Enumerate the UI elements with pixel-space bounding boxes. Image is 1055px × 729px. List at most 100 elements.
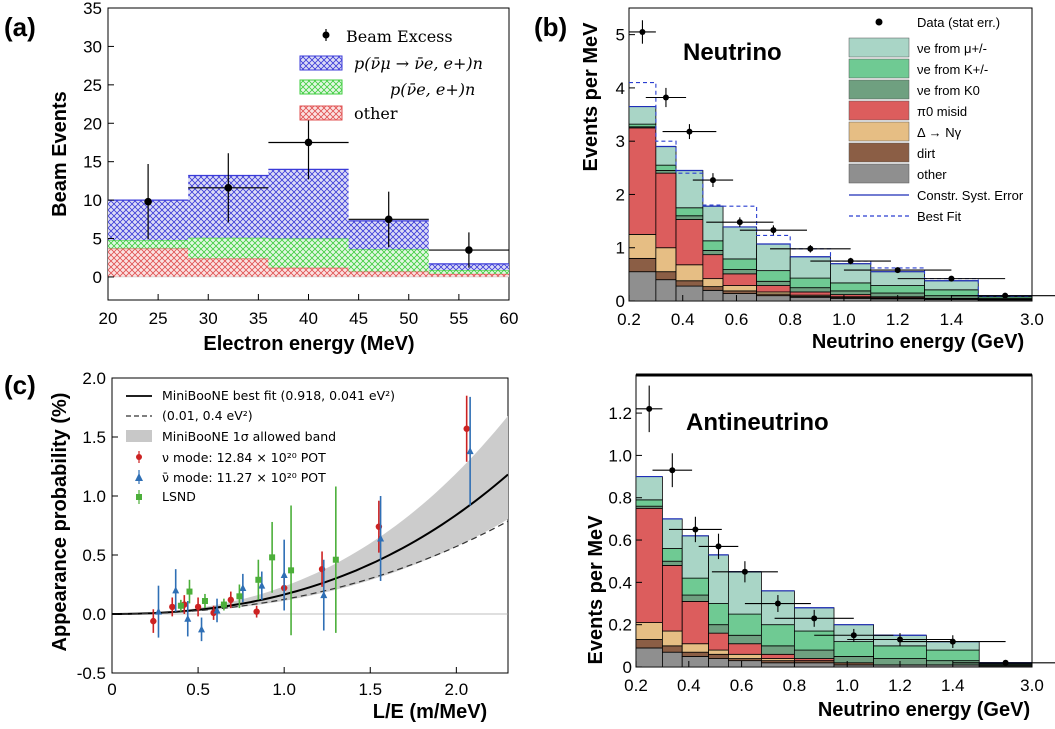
xtick-label: 0.6 (725, 310, 749, 329)
xtick-label: 1.0 (272, 680, 296, 699)
bar-e-from-k0-4 (728, 634, 762, 645)
xtick-label: 0.4 (671, 310, 695, 329)
point-triangle-0 (154, 607, 162, 615)
panel-c-legend: MiniBooNE best fit (0.918, 0.041 eV²) (0… (126, 388, 395, 504)
bar-e-from-k-1 (655, 164, 677, 171)
ytick-label: 4 (616, 79, 625, 98)
bar-green-4 (428, 270, 509, 274)
point-square-6 (269, 554, 276, 561)
ytick-label: 35 (83, 0, 102, 18)
xtick-label: 1.4 (941, 676, 965, 695)
point-triangle-7 (280, 571, 288, 579)
xtick-label: 0.4 (677, 676, 701, 695)
bar-e-from-k-2 (681, 577, 710, 596)
bar-e-from-k0-2 (681, 594, 710, 602)
panel-d-xlabel: Neutrino energy (GeV) (818, 699, 1030, 721)
panel-b-label: (b) (534, 12, 567, 42)
bar-e-from-k0-6 (789, 287, 831, 293)
bar-e-from-5 (756, 243, 791, 272)
panel-d-title: Antineutrino (686, 409, 829, 436)
data-point-1 (669, 467, 676, 474)
ytick-label: 30 (83, 37, 102, 56)
bar-n-0 (628, 234, 657, 259)
legend-swatch-e-from-k0 (848, 79, 910, 100)
point-square-4 (236, 593, 243, 600)
legend-label-lsnd: LSND (162, 489, 196, 504)
bar-0-misid-0 (628, 127, 657, 235)
legend-marker-data-stat-err (875, 18, 883, 26)
bar-dirt-0 (628, 257, 657, 273)
bar-0-misid-0 (635, 507, 663, 623)
xtick-label: 1.5 (358, 680, 382, 699)
bar-e-from-k-8 (873, 645, 927, 659)
bar-e-from-0 (635, 476, 663, 501)
xtick-label: 20 (99, 309, 118, 328)
legend-label-best-fit: Best Fit (917, 209, 961, 224)
data-point-0 (646, 405, 653, 412)
bar-other-2 (675, 285, 704, 302)
ytick-label: 0.4 (608, 573, 632, 592)
point-square-7 (288, 567, 295, 574)
point-triangle-1 (172, 586, 180, 594)
data-point-4 (741, 568, 748, 575)
point-square-1 (186, 588, 193, 595)
panel-b-ylabel: Events per MeV (580, 22, 602, 172)
xtick-label: 0.6 (730, 676, 754, 695)
legend-swatch-dirt (848, 142, 910, 163)
point-triangle-3 (198, 625, 206, 633)
bar-e-from-k0-3 (708, 624, 729, 634)
legend-swatch-nue (299, 79, 343, 95)
data-point-9 (948, 275, 955, 282)
bar-dirt-2 (681, 651, 710, 657)
point-triangle-5 (239, 584, 247, 592)
legend-swatch-band (126, 430, 152, 442)
data-point-3 (384, 215, 393, 224)
ytick-label: 1.0 (82, 487, 106, 506)
data-point-10 (1002, 292, 1009, 299)
data-point-1 (662, 94, 669, 101)
data-point-8 (897, 636, 903, 643)
point-square-5 (255, 576, 262, 583)
bar-green-2 (268, 238, 349, 268)
data-point-2 (304, 138, 313, 147)
panel-d-chart: 0.2 0.4 0.6 0.8 1.0 1.2 1.4 3.0 00.20.40.60.81.… (585, 373, 1055, 721)
ytick-label: 1.0 (608, 446, 632, 465)
legend-label-nubar-mode: ν̄ mode: 11.27 × 10²⁰ POT (162, 470, 326, 485)
data-point-10 (1002, 659, 1009, 666)
panel-b-title: Neutrino (683, 39, 782, 66)
xtick-label: 0.8 (778, 310, 802, 329)
data-point-3 (709, 177, 716, 184)
bar-red-4 (428, 273, 509, 277)
bar-dirt-1 (662, 645, 683, 653)
legend-swatch-0-misid (848, 100, 910, 121)
bar-e-from-2 (675, 170, 704, 209)
bar-e-from-k0-1 (662, 560, 683, 566)
legend-label-other: other (917, 167, 947, 182)
legend-label-data-stat-err: Data (stat err.) (917, 15, 1000, 30)
legend-swatch-e-from (848, 37, 910, 58)
bar-dirt-1 (655, 271, 677, 281)
bar-0-misid-5 (761, 653, 795, 659)
bar-0-misid-5 (756, 285, 791, 293)
bar-e-from-k-7 (830, 282, 872, 292)
bar-other-4 (722, 293, 758, 302)
xtick-label: 1.0 (832, 310, 856, 329)
bar-red-0 (108, 248, 189, 277)
bar-0-misid-1 (655, 172, 677, 249)
legend-label-best-fit: MiniBooNE best fit (0.918, 0.041 eV²) (162, 388, 395, 403)
bar-e-from-k-5 (756, 270, 791, 282)
legend-label-other: other (354, 104, 398, 123)
xtick-label: 50 (399, 309, 418, 328)
bar-0-misid-1 (662, 565, 683, 632)
bar-e-from-k0-7 (830, 290, 872, 296)
legend-label-e-from-k: νe from K+/- (917, 62, 988, 77)
bar-e-from-6 (789, 256, 831, 279)
ytick-label: 0 (93, 268, 102, 287)
ytick-label: 10 (83, 191, 102, 210)
data-point-3 (715, 543, 722, 550)
data-point-2 (692, 526, 699, 533)
panel-a-legend: Beam Excess p(ν̄μ → ν̄e, e+)n p(ν̄e, e+)… (299, 27, 483, 123)
ytick-label: 1 (616, 239, 625, 258)
point-triangle-6 (258, 581, 266, 589)
best-fit-line (629, 82, 1032, 297)
